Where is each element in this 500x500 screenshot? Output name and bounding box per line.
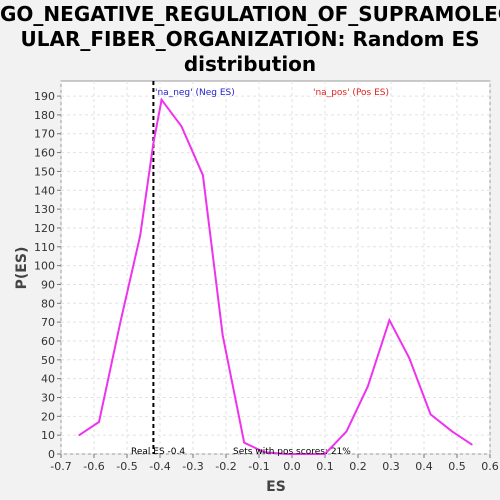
data-point	[471, 443, 473, 446]
y-tick-label: 30	[41, 391, 55, 404]
x-axis-ticks: -0.7 -0.6 -0.5 -0.4 -0.3 -0.2 -0.1 0.0 0.1 0.2 0.3…	[50, 454, 499, 473]
legend-pos: 'na_pos' (Pos ES)	[313, 88, 389, 98]
y-tick-label: 0	[48, 448, 55, 461]
x-tick-label: -0.4	[149, 460, 170, 473]
y-tick-label: 180	[34, 109, 55, 122]
y-tick-label: 150	[34, 165, 55, 178]
data-point	[345, 430, 348, 433]
x-tick-label: 0.0	[283, 460, 301, 473]
y-tick-label: 140	[34, 184, 55, 197]
legend-neg: 'na_neg' (Neg ES)	[155, 88, 235, 98]
y-tick-label: 130	[34, 203, 55, 216]
x-tick-label: -0.6	[83, 460, 104, 473]
x-tick-label: 0.4	[415, 460, 433, 473]
y-tick-label: 10	[41, 429, 55, 442]
grid	[60, 81, 491, 455]
y-tick-label: 40	[41, 373, 55, 386]
x-tick-label: 0.1	[316, 460, 334, 473]
data-point	[263, 451, 265, 453]
chart-title-line-3: distribution	[183, 52, 317, 76]
y-tick-label: 110	[34, 241, 55, 254]
y-tick-label: 100	[34, 260, 55, 273]
y-tick-label: 120	[34, 222, 55, 235]
y-tick-label: 80	[41, 297, 55, 310]
plot-area	[60, 80, 491, 455]
y-tick-label: 190	[34, 90, 55, 103]
real-es-annotation: Real ES -0.4	[131, 447, 185, 457]
data-points	[78, 99, 473, 455]
pos-scores-annotation: Sets with pos scores: 21%	[233, 447, 351, 457]
data-point	[139, 234, 141, 237]
data-point	[451, 430, 453, 433]
y-tick-label: 90	[41, 278, 55, 291]
y-axis-label: P(ES)	[14, 247, 30, 290]
y-tick-label: 70	[41, 316, 55, 329]
x-tick-label: 0.5	[448, 460, 466, 473]
y-tick-label: 160	[34, 147, 55, 160]
x-tick-label: 0.2	[349, 460, 367, 473]
data-point	[180, 125, 183, 128]
data-point	[221, 334, 224, 337]
x-axis-label: ES	[266, 479, 286, 495]
chart-title-line-2: ULAR_FIBER_ORGANIZATION: Random ES	[20, 27, 480, 51]
data-point	[78, 434, 80, 436]
data-point	[429, 413, 432, 416]
y-tick-label: 60	[41, 335, 55, 348]
x-tick-label: -0.3	[182, 460, 203, 473]
y-tick-label: 50	[41, 354, 55, 367]
data-point	[202, 174, 204, 176]
chart-title: GO_NEGATIVE_REGULATION_OF_SUPRAMOLEC ULA…	[0, 2, 500, 77]
y-tick-label: 170	[34, 128, 55, 141]
x-tick-label: -0.7	[50, 460, 71, 473]
x-tick-label: -0.1	[248, 460, 269, 473]
data-point	[324, 453, 326, 455]
data-point	[98, 421, 100, 423]
y-axis-ticks: 0 10 20 30 40 50 60 70 80 90 100 110 120 130 140 150 160…	[34, 90, 61, 461]
x-tick-label: -0.5	[116, 460, 137, 473]
data-point	[243, 441, 245, 444]
data-point	[388, 319, 391, 322]
data-point	[304, 453, 307, 455]
x-tick-label: 0.6	[481, 460, 499, 473]
x-tick-label: -0.2	[215, 460, 236, 473]
data-point	[284, 453, 287, 455]
data-point	[160, 99, 163, 101]
data-point	[367, 385, 369, 387]
x-tick-label: 0.3	[382, 460, 400, 473]
data-point	[408, 357, 410, 359]
data-point	[152, 142, 155, 144]
data-point	[119, 321, 122, 323]
chart-title-line-1: GO_NEGATIVE_REGULATION_OF_SUPRAMOLEC	[0, 2, 500, 26]
y-tick-label: 20	[41, 410, 55, 423]
